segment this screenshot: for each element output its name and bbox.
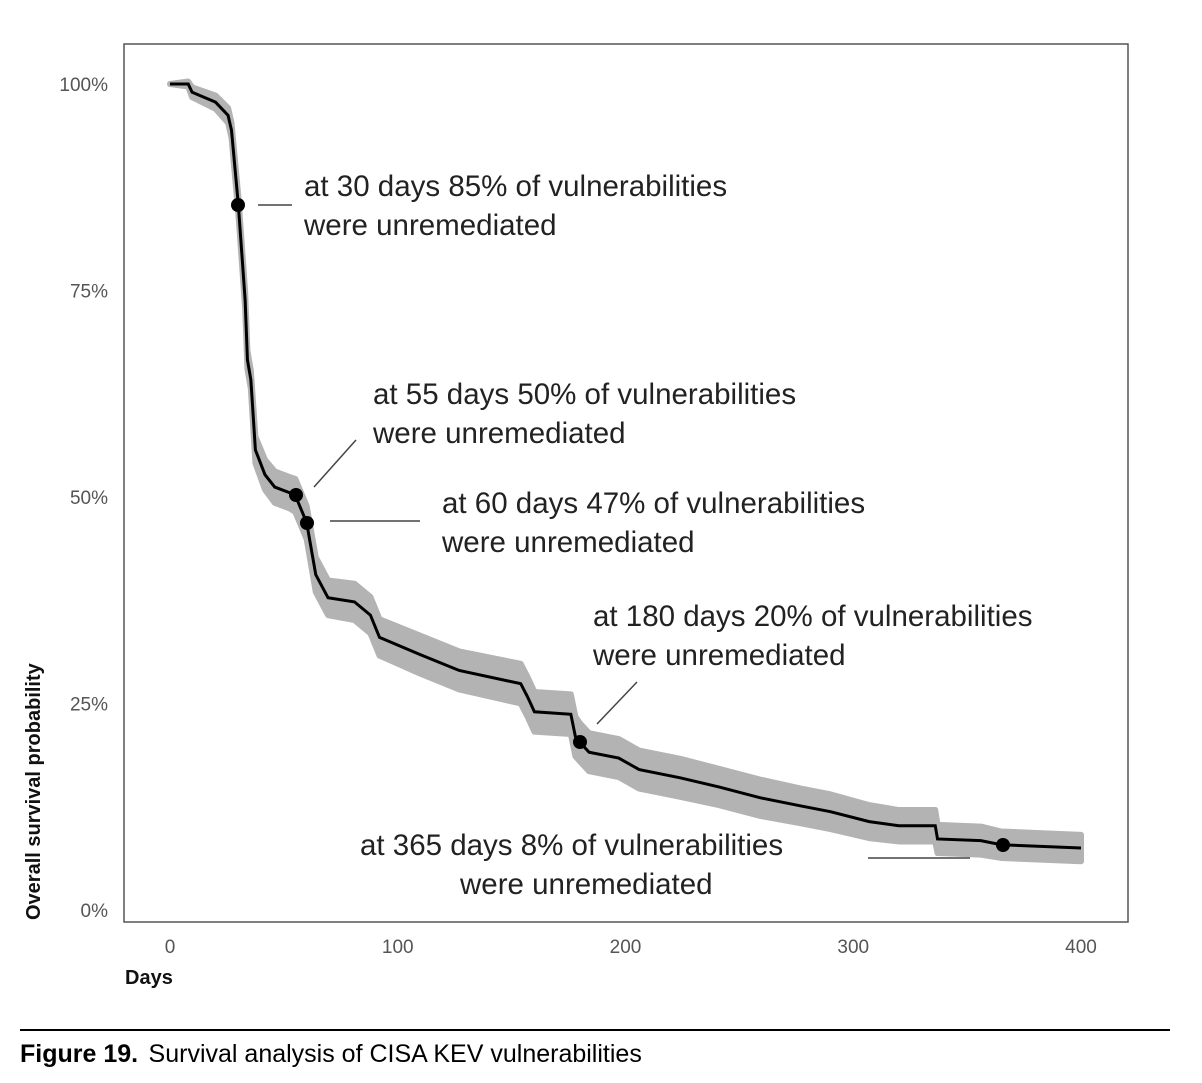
annotation-line1: at 365 days 8% of vulnerabilities <box>360 829 783 862</box>
highlight-point <box>996 838 1010 852</box>
annotation-line2: were unremediated <box>372 417 626 450</box>
caption-label: Figure 19. <box>20 1040 138 1068</box>
figure-caption: Figure 19. Survival analysis of CISA KEV… <box>20 1040 642 1068</box>
highlight-point <box>289 488 303 502</box>
x-tick-label: 0 <box>165 937 176 958</box>
annotation-leader-line <box>596 681 638 725</box>
annotation-line2: were unremediated <box>592 639 846 672</box>
x-tick-label: 400 <box>1065 937 1097 958</box>
annotation-line1: at 30 days 85% of vulnerabilities <box>304 170 727 203</box>
annotation-line1: at 60 days 47% of vulnerabilities <box>442 487 865 520</box>
y-tick-label: 0% <box>81 901 109 922</box>
survival-line <box>170 82 1082 850</box>
x-tick-label: 100 <box>382 937 414 958</box>
highlight-point <box>231 198 245 212</box>
x-tick-label: 300 <box>837 937 869 958</box>
x-tick-label: 200 <box>610 937 642 958</box>
y-tick-label: 100% <box>59 75 108 96</box>
plot-frame <box>123 43 1129 923</box>
annotation-line1: at 55 days 50% of vulnerabilities <box>373 378 796 411</box>
annotation-line2: were unremediated <box>441 526 695 559</box>
annotation-line2: were unremediated <box>303 209 557 242</box>
y-tick-label: 50% <box>70 488 108 509</box>
y-axis-label: Overall survival probability <box>23 662 45 920</box>
annotation-line1: at 180 days 20% of vulnerabilities <box>593 600 1033 633</box>
caption-text: Survival analysis of CISA KEV vulnerabil… <box>149 1040 642 1068</box>
annotation-line2: were unremediated <box>459 868 713 901</box>
y-tick-label: 25% <box>70 695 108 716</box>
annotation-leader-line <box>313 439 357 488</box>
highlight-point <box>573 735 587 749</box>
x-axis-label: Days <box>125 967 173 989</box>
highlight-point <box>300 516 314 530</box>
y-tick-label: 75% <box>70 282 108 303</box>
